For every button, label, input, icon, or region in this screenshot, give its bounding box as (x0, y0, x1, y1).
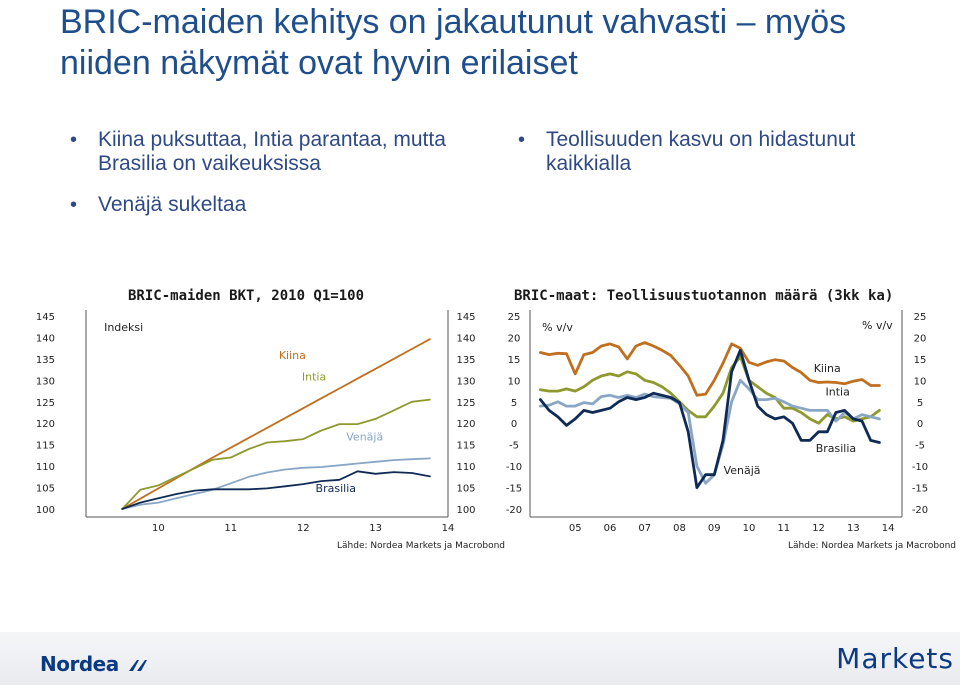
y-tick-label-left: 10 (508, 376, 521, 387)
x-tick-label: 09 (708, 523, 721, 534)
series-line-kiina (539, 341, 881, 397)
y-tick-label-right: 115 (456, 441, 475, 452)
y-tick-label-left: -5 (509, 441, 519, 452)
y-tick-label-right: 10 (914, 376, 927, 387)
y-tick-label-right: 130 (456, 376, 475, 387)
series-annotation: Intia (826, 385, 850, 398)
bullet-item: Venäjä sukeltaa (60, 193, 490, 217)
x-tick-label: 13 (847, 523, 860, 534)
x-tick-label: 12 (812, 523, 825, 534)
x-tick-label: 11 (777, 523, 790, 534)
y-tick-label-right: 100 (456, 505, 475, 516)
y-axis-label-right: % v/v (862, 319, 893, 332)
chart-source-gdp: Lähde: Nordea Markets ja Macrobond (337, 541, 506, 551)
y-tick-label-left: -15 (506, 484, 522, 495)
x-tick-label: 12 (297, 523, 310, 534)
series-line-kiina (121, 338, 431, 510)
series-annotation: Brasilia (816, 442, 856, 455)
y-tick-label-right: 15 (914, 355, 927, 366)
y-tick-label-left: 120 (36, 419, 55, 430)
bullet-item: Kiina puksuttaa, Intia parantaa, mutta B… (60, 128, 490, 176)
y-tick-label-right: 110 (456, 462, 475, 473)
y-tick-label-left: 135 (36, 355, 55, 366)
y-tick-label-left: 115 (36, 441, 55, 452)
y-tick-label-left: -10 (506, 462, 522, 473)
y-tick-label-right: 125 (456, 398, 475, 409)
x-tick-label: 05 (569, 523, 582, 534)
nordea-mark-icon (129, 659, 148, 671)
y-tick-label-left: 0 (511, 419, 517, 430)
x-tick-label: 06 (604, 523, 617, 534)
series-annotation: Kiina (814, 362, 841, 375)
y-tick-label-right: 135 (456, 355, 475, 366)
series-line-brasilia (121, 470, 431, 510)
y-tick-label-right: 105 (456, 484, 475, 495)
series-line-venäjä (121, 457, 431, 510)
y-tick-label-left: 110 (36, 462, 55, 473)
series-line-intia (121, 398, 431, 510)
y-tick-label-left: 25 (508, 312, 521, 323)
bullet-list-left: Kiina puksuttaa, Intia parantaa, mutta B… (60, 128, 490, 234)
y-tick-label-left: 130 (36, 376, 55, 387)
y-tick-label-right: 5 (917, 398, 923, 409)
y-tick-label-left: 125 (36, 398, 55, 409)
y-tick-label-left: 5 (511, 398, 517, 409)
y-axis-label: % v/v (542, 321, 573, 334)
y-tick-label-right: 140 (456, 333, 475, 344)
x-tick-label: 07 (638, 523, 651, 534)
x-tick-label: 08 (673, 523, 686, 534)
chart-source-industry: Lähde: Nordea Markets ja Macrobond (788, 541, 957, 551)
y-axis-label: Indeksi (104, 321, 143, 334)
footer: Nordea Markets (0, 632, 960, 685)
nordea-logo-text: Nordea (40, 652, 119, 676)
y-tick-label-right: -15 (912, 484, 928, 495)
y-tick-label-left: 105 (36, 484, 55, 495)
y-tick-label-left: -20 (506, 505, 522, 516)
nordea-logo: Nordea (40, 652, 153, 676)
x-tick-label: 13 (369, 523, 382, 534)
series-annotation: Kiina (279, 349, 306, 362)
chart-title-industry: BRIC-maat: Teollisuustuotannon määrä (3k… (514, 288, 894, 304)
y-tick-label-left: 140 (36, 333, 55, 344)
y-tick-label-left: 100 (36, 505, 55, 516)
series-annotation: Venäjä (346, 430, 383, 443)
y-tick-label-right: 120 (456, 419, 475, 430)
x-tick-label: 10 (152, 523, 165, 534)
series-annotation: Brasilia (316, 482, 356, 495)
series-annotation: Venäjä (724, 464, 761, 477)
chart-title-gdp: BRIC-maiden BKT, 2010 Q1=100 (128, 288, 365, 304)
y-tick-label-right: 145 (456, 312, 475, 323)
x-tick-label: 14 (882, 523, 895, 534)
markets-logo: Markets (836, 642, 954, 675)
y-tick-label-left: 145 (36, 312, 55, 323)
y-tick-label-left: 15 (508, 355, 521, 366)
y-tick-label-right: 0 (917, 419, 923, 430)
series-line-brasilia (539, 348, 881, 490)
series-line-intia (539, 355, 881, 425)
slide-title: BRIC-maiden kehitys on jakautunut vahvas… (60, 3, 847, 82)
series-annotation: Intia (302, 370, 326, 383)
y-tick-label-right: 20 (914, 333, 927, 344)
bullet-item: Teollisuuden kasvu on hidastunut kaikkia… (508, 128, 928, 176)
y-tick-label-right: 25 (914, 312, 927, 323)
footer-band (0, 632, 960, 685)
x-tick-label: 11 (224, 523, 237, 534)
y-tick-label-left: 20 (508, 333, 521, 344)
y-tick-label-right: -20 (912, 505, 928, 516)
series-line-venäjä (539, 378, 881, 485)
bullet-list-right: Teollisuuden kasvu on hidastunut kaikkia… (508, 128, 928, 193)
x-tick-label: 10 (743, 523, 756, 534)
x-tick-label: 14 (442, 523, 455, 534)
y-tick-label-right: -5 (915, 441, 925, 452)
y-tick-label-right: -10 (912, 462, 928, 473)
